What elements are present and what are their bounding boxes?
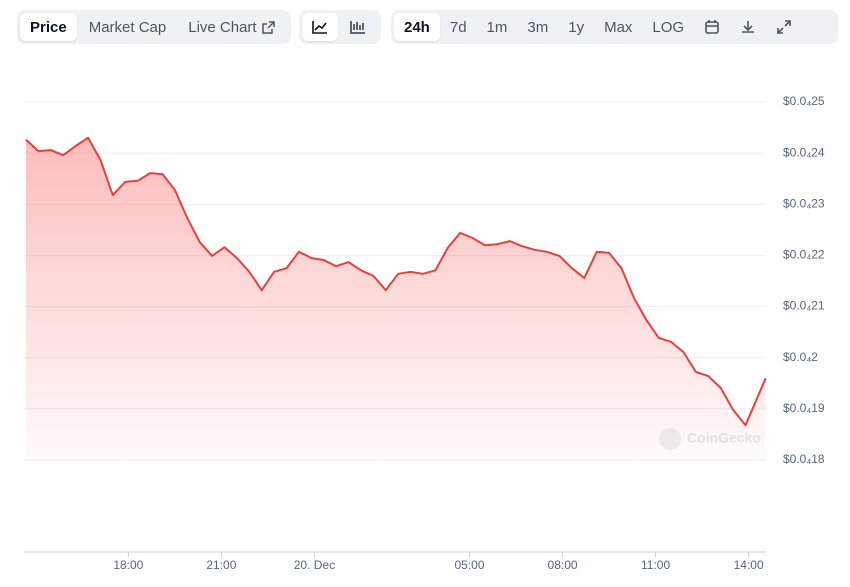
range-button[interactable]: 1m <box>486 18 508 36</box>
range-button[interactable]: 24h <box>394 13 440 41</box>
range-tabs: 24h 7d 1m 3m 1y Max LOG <box>391 10 838 44</box>
x-tick-label: 14:00 <box>734 558 764 572</box>
expand-button[interactable] <box>766 13 802 41</box>
external-icon <box>261 20 275 34</box>
log-button[interactable]: LOG <box>652 18 685 36</box>
range-button[interactable]: Max <box>604 18 633 36</box>
tab-button[interactable]: Market Cap <box>88 18 167 36</box>
x-tick-label: 18:00 <box>113 558 143 572</box>
x-tick-label: 20. Dec <box>294 558 335 572</box>
range-button[interactable]: 7d <box>449 18 467 36</box>
x-tick-label: 21:00 <box>206 558 236 572</box>
line-icon <box>312 21 327 34</box>
range-button[interactable]: 1y <box>568 18 585 36</box>
x-tick-label: 08:00 <box>548 558 578 572</box>
y-tick-label: $0.0₄21 <box>783 299 825 313</box>
y-tick-label: $0.0₄22 <box>783 248 825 262</box>
price-line <box>25 136 767 427</box>
tab-label: Live Chart <box>188 18 257 36</box>
watermark-logo <box>659 428 681 450</box>
range-button[interactable]: 3m <box>527 18 549 36</box>
candle-style-button[interactable] <box>340 13 376 41</box>
download-button[interactable] <box>730 13 766 41</box>
calendar-button[interactable] <box>694 13 730 41</box>
candle-icon <box>350 21 365 34</box>
x-tick-label: 11:00 <box>641 558 670 572</box>
y-tick-label: $0.0₄2 <box>783 350 818 364</box>
x-tick-label: 05:00 <box>454 558 484 572</box>
watermark-text: CoinGecko <box>687 430 761 446</box>
tab-button[interactable]: Live Chart <box>178 13 284 41</box>
expand-icon <box>777 20 791 34</box>
download-icon <box>742 21 755 33</box>
area-fill <box>26 137 766 461</box>
y-tick-label: $0.0₄25 <box>783 94 825 108</box>
tab-button[interactable]: Price <box>20 13 77 41</box>
line-style-button[interactable] <box>302 13 338 41</box>
y-tick-label: $0.0₄24 <box>783 145 825 159</box>
y-tick-label: $0.0₄23 <box>783 196 825 210</box>
watermark: CoinGecko <box>659 428 761 450</box>
calendar-icon <box>705 20 719 34</box>
y-tick-label: $0.0₄18 <box>783 452 825 466</box>
chart-style <box>299 10 381 44</box>
y-tick-label: $0.0₄19 <box>783 401 825 415</box>
view-tabs: Price Market Cap Live Chart <box>17 10 291 44</box>
